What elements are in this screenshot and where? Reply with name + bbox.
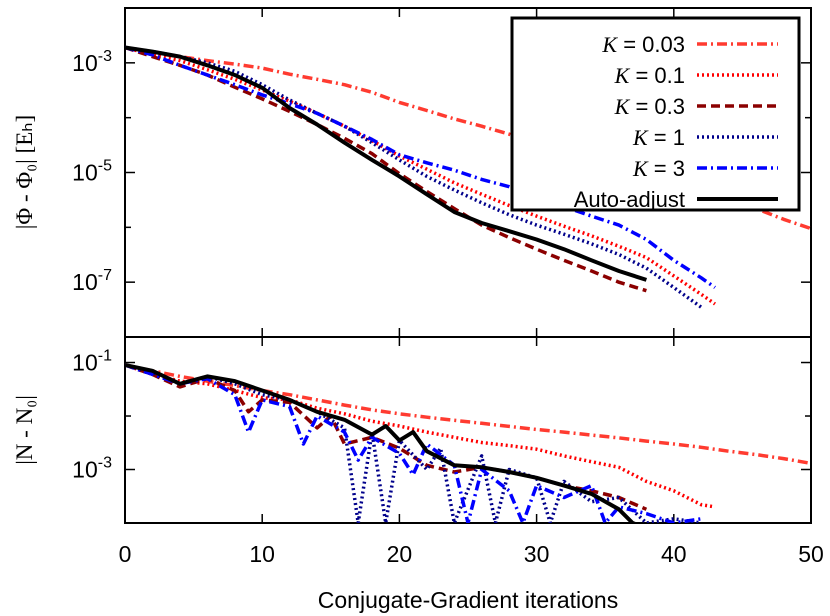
legend-label: K = 0.03 [601,32,685,57]
x-tick-label: 50 [798,541,824,567]
y-tick-label: 10-1 [72,348,112,376]
legend-label: K = 0.3 [614,94,685,119]
legend-label: K = 3 [632,156,685,181]
series-line-auto-adjust [125,45,648,282]
series-line-k-3 [125,363,702,523]
y-tick-label: 10-7 [72,267,112,295]
series-line-k-0-03 [125,363,811,466]
y-tick-label: 10-5 [72,158,112,186]
series-line-auto-adjust [125,363,639,523]
bottom-panel-frame [124,336,812,524]
x-tick-label: 40 [661,541,687,567]
series-line-k-3 [125,45,717,289]
x-tick-label: 20 [387,541,413,567]
x-axis-label: Conjugate-Gradient iterations [318,587,618,613]
series-line-k-0-1 [125,45,717,306]
legend-label: K = 1 [632,125,685,150]
series-line-k-1 [125,45,703,309]
series-line-k-1 [125,363,702,523]
legend-box [510,16,801,212]
legend-label: K = 0.1 [614,63,685,88]
legend-label: Auto-adjust [574,187,685,212]
series-line-k-0-1 [125,363,716,509]
x-tick-label: 10 [249,541,275,567]
bottom-y-axis-label: |N - N₀| [12,395,37,465]
x-tick-label: 0 [119,541,132,567]
y-tick-label: 10-3 [72,455,112,483]
top-y-axis-label: |Φ - Φ₀| [Eₕ] [12,115,37,229]
y-tick-label: 10-3 [72,48,112,76]
x-tick-label: 30 [524,541,550,567]
series-line-k-0-3 [125,45,647,293]
